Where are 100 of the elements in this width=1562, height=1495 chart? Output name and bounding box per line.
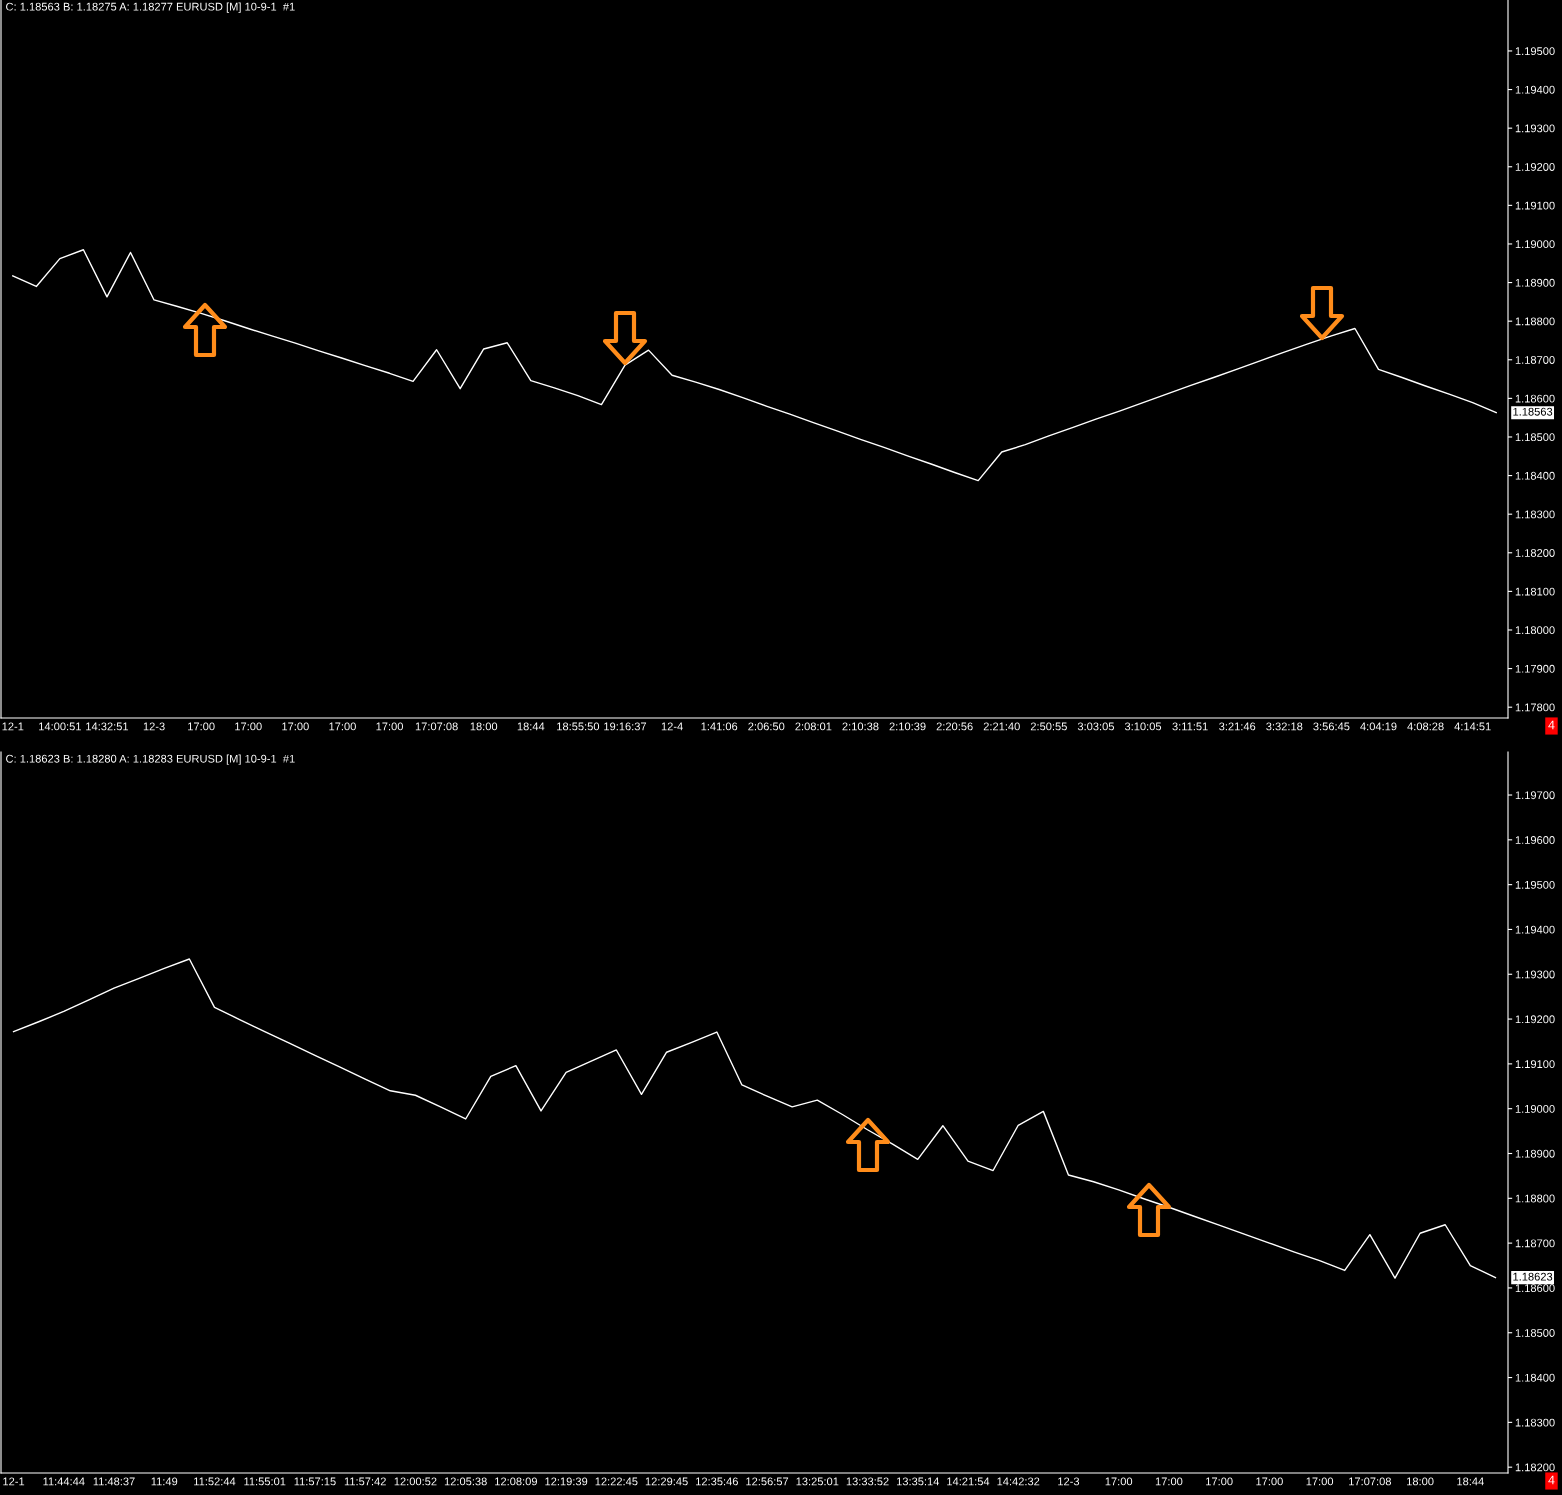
y-tick-label: 1.19600 xyxy=(1515,836,1555,844)
x-tick-label: 2:21:40 xyxy=(983,722,1020,731)
x-tick-label: 18:44 xyxy=(1457,1477,1484,1486)
x-tick-label: 17:00 xyxy=(329,722,356,731)
x-tick-label: 17:00 xyxy=(235,722,262,731)
y-tick-label: 1.19500 xyxy=(1515,47,1555,56)
y-tick-label: 1.18200 xyxy=(1515,1463,1555,1472)
x-tick-label: 18:55:50 xyxy=(557,722,600,731)
y-tick-label: 1.18400 xyxy=(1515,1373,1555,1382)
x-tick-label: 17:00 xyxy=(1155,1477,1183,1486)
x-tick-label: 17:07:08 xyxy=(415,722,458,731)
x-tick-label: 11:57:42 xyxy=(344,1477,386,1486)
x-tick-label: 12:19:39 xyxy=(545,1477,588,1486)
text: 1.18623 xyxy=(1513,1272,1553,1281)
x-tick-label: 11:52:44 xyxy=(194,1477,236,1486)
y-tick-label: 1.18900 xyxy=(1515,278,1555,287)
y-tick-label: 1.18900 xyxy=(1515,1149,1555,1158)
y-tick-label: 1.18200 xyxy=(1515,549,1555,557)
x-tick-label: 17:00 xyxy=(282,722,309,731)
y-tick-label: 1.19100 xyxy=(1515,1060,1555,1069)
x-tick-label: 1:41:06 xyxy=(701,722,738,731)
x-tick-label: 17:00 xyxy=(1105,1477,1133,1486)
x-tick-label: 12:00:52 xyxy=(394,1477,437,1486)
x-tick-label: 12-3 xyxy=(1058,1477,1080,1486)
x-tick-label: 14:32:51 xyxy=(86,722,129,731)
y-tick-label: 1.19300 xyxy=(1515,124,1555,133)
x-tick-label: 2:10:38 xyxy=(842,722,879,731)
y-tick-label: 1.19200 xyxy=(1515,163,1555,171)
y-tick-label: 1.18800 xyxy=(1515,317,1555,326)
x-tick-label: 11:55:01 xyxy=(244,1477,286,1486)
y-tick-label: 1.18500 xyxy=(1515,433,1555,442)
y-tick-label: 1.19500 xyxy=(1515,880,1555,889)
y-tick-label: 1.18100 xyxy=(1515,587,1555,596)
x-tick-label: 12-4 xyxy=(661,722,683,731)
x-tick-label: 17:00 xyxy=(188,722,215,731)
x-tick-label: 11:44:44 xyxy=(43,1477,85,1486)
x-tick-label: 11:48:37 xyxy=(93,1477,135,1486)
y-tick-label: 1.19200 xyxy=(1515,1015,1555,1024)
y-tick-label: 1.18600 xyxy=(1515,1284,1555,1293)
y-tick-label: 1.17900 xyxy=(1515,664,1555,673)
y-tick-label: 1.19700 xyxy=(1515,791,1555,800)
x-tick-label: 19:16:37 xyxy=(604,722,647,731)
line-series xyxy=(12,958,1497,1279)
x-tick-label: 2:20:56 xyxy=(936,722,973,731)
x-tick-label: 14:21:54 xyxy=(947,1477,990,1486)
x-tick-label: 4:14:51 xyxy=(1454,722,1491,731)
x-tick-label: 11:57:15 xyxy=(294,1477,336,1486)
y-tick-label: 1.19300 xyxy=(1515,970,1555,979)
text: 1.18563 xyxy=(1513,407,1553,416)
x-tick-label: 12-1 xyxy=(2,722,24,731)
x-tick-label: 12:05:38 xyxy=(444,1477,487,1486)
y-tick-label: 1.18300 xyxy=(1515,1418,1555,1427)
x-tick-label: 4:04:19 xyxy=(1360,722,1397,731)
y-tick-label: 1.17800 xyxy=(1515,703,1555,712)
x-tick-label: 14:00:51 xyxy=(39,722,81,731)
text: 4 xyxy=(1548,1475,1555,1485)
x-tick-label: 12:22:45 xyxy=(595,1477,638,1486)
y-tick-label: 1.18300 xyxy=(1515,510,1555,519)
x-tick-label: 12:56:57 xyxy=(746,1477,789,1486)
x-tick-label: 13:33:52 xyxy=(846,1477,889,1486)
x-tick-label: 2:50:55 xyxy=(1030,722,1067,731)
x-tick-label: 18:00 xyxy=(470,722,498,731)
y-tick-label: 1.19000 xyxy=(1515,240,1555,249)
y-tick-label: 1.18800 xyxy=(1515,1194,1555,1203)
x-tick-label: 2:06:50 xyxy=(748,722,785,731)
y-tick-label: 1.18500 xyxy=(1515,1329,1555,1337)
y-tick-label: 1.19400 xyxy=(1515,85,1555,94)
x-tick-label: 2:08:01 xyxy=(795,722,832,731)
x-tick-label: 11:49 xyxy=(151,1477,178,1486)
chart-title: C: 1.18623 B: 1.18280 A: 1.18283 EURUSD [M] 10-9-1 #1 xyxy=(6,754,295,765)
x-tick-label: 12:08:09 xyxy=(495,1477,537,1486)
chart-title: C: 1.18563 B: 1.18275 A: 1.18277 EURUSD [M] 10-9-1 #1 xyxy=(6,2,295,13)
x-tick-label: 3:10:05 xyxy=(1124,722,1162,731)
x-tick-label: 2:10:39 xyxy=(889,722,926,731)
x-tick-label: 4:08:28 xyxy=(1407,722,1444,731)
x-tick-label: 18:44 xyxy=(517,722,545,731)
y-tick-label: 1.19400 xyxy=(1515,925,1555,934)
x-tick-label: 18:00 xyxy=(1407,1477,1434,1486)
x-tick-label: 12:29:45 xyxy=(645,1477,688,1486)
x-tick-label: 3:21:46 xyxy=(1219,722,1256,731)
x-tick-label: 17:00 xyxy=(1306,1477,1334,1486)
x-tick-label: 12-1 xyxy=(3,1477,25,1486)
x-tick-label: 13:35:14 xyxy=(896,1477,940,1486)
x-tick-label: 3:56:45 xyxy=(1313,722,1350,731)
y-tick-label: 1.19000 xyxy=(1515,1104,1555,1113)
x-tick-label: 17:00 xyxy=(376,722,403,731)
x-tick-label: 3:03:05 xyxy=(1077,722,1114,731)
x-tick-label: 17:00 xyxy=(1206,1477,1233,1486)
x-tick-label: 3:32:18 xyxy=(1266,722,1303,731)
y-tick-label: 1.18700 xyxy=(1515,356,1555,364)
x-tick-label: 3:11:51 xyxy=(1172,722,1208,731)
x-tick-label: 14:42:32 xyxy=(997,1477,1040,1486)
x-tick-label: 12-3 xyxy=(143,722,165,731)
y-tick-label: 1.18000 xyxy=(1515,626,1555,635)
y-tick-label: 1.18600 xyxy=(1515,394,1555,403)
x-tick-label: 13:25:01 xyxy=(796,1477,839,1486)
y-tick-label: 1.19100 xyxy=(1515,201,1555,210)
x-tick-label: 12:35:46 xyxy=(696,1477,738,1486)
line-series xyxy=(12,249,1497,482)
x-tick-label: 17:07:08 xyxy=(1349,1477,1391,1486)
